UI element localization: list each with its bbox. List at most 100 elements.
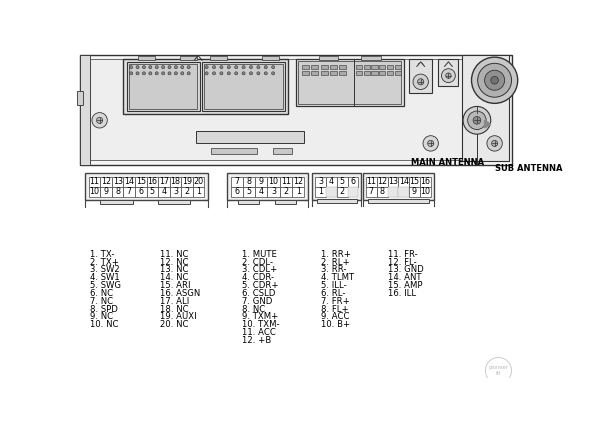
Circle shape [136,65,139,69]
Text: 1. TX-: 1. TX- [91,249,115,259]
Bar [302,71,309,75]
Bar [395,71,401,75]
Circle shape [242,72,245,75]
Text: 4: 4 [161,187,166,196]
Text: 17: 17 [159,177,169,186]
Circle shape [418,79,424,85]
Bar [298,61,401,104]
Bar [409,187,420,196]
Bar [320,71,328,75]
Circle shape [478,63,512,97]
Circle shape [491,76,499,84]
Bar [387,71,393,75]
Text: 3. SW2: 3. SW2 [91,265,120,275]
Bar [363,173,434,200]
Text: 18. NC: 18. NC [160,305,188,314]
Text: 2. CDL-: 2. CDL- [242,258,273,266]
Bar [210,56,227,60]
Bar [311,71,318,75]
Bar [230,176,243,187]
Text: 7: 7 [127,187,132,196]
Circle shape [212,72,215,75]
Bar [337,176,347,187]
Text: 5: 5 [150,187,155,196]
Circle shape [413,74,428,90]
Text: 16: 16 [421,177,430,186]
Bar [80,55,512,165]
Bar [339,65,346,69]
Text: 2: 2 [184,187,190,196]
Text: 5. SWG: 5. SWG [91,281,121,290]
Text: MAIN ANTENNA: MAIN ANTENNA [412,158,485,167]
Bar [129,64,197,109]
Bar [202,62,285,111]
Bar [238,200,259,204]
Circle shape [168,72,171,75]
Text: 5: 5 [340,177,345,186]
Text: 6: 6 [138,187,143,196]
Text: 11. ACC: 11. ACC [242,328,276,337]
Bar [112,187,124,196]
Circle shape [212,65,215,69]
Text: 1: 1 [296,187,301,196]
Bar [268,176,280,187]
Text: 2. RL+: 2. RL+ [322,258,350,266]
Bar [377,187,388,196]
Bar [315,176,326,187]
Circle shape [187,65,190,69]
Bar [292,176,304,187]
Circle shape [155,72,158,75]
Circle shape [161,72,164,75]
Polygon shape [485,120,491,128]
Bar [387,65,393,69]
Text: 1: 1 [196,187,201,196]
Text: 18: 18 [170,177,181,186]
Text: 4. SW1: 4. SW1 [91,273,120,282]
Circle shape [272,65,275,69]
Circle shape [175,65,178,69]
Text: 14. ANT: 14. ANT [388,273,422,282]
Bar [296,59,404,106]
Text: 8. NC: 8. NC [242,305,265,314]
Bar [366,176,377,187]
Circle shape [250,72,253,75]
Text: 5: 5 [247,187,251,196]
Text: 10: 10 [89,187,100,196]
Text: 8. FL+: 8. FL+ [322,305,349,314]
Circle shape [487,136,502,151]
Circle shape [264,65,268,69]
Text: 15: 15 [409,177,419,186]
Bar [364,65,370,69]
Bar [361,57,380,60]
Text: 6. NC: 6. NC [91,289,113,298]
Circle shape [485,70,505,90]
Text: 9. ACC: 9. ACC [322,312,350,321]
Text: 7. FR+: 7. FR+ [322,297,350,306]
Bar [158,187,170,196]
Circle shape [97,117,103,123]
Bar [347,176,358,187]
Bar [280,187,292,196]
Bar [193,187,205,196]
Text: 12. FL-: 12. FL- [388,258,417,266]
Text: 3. RR-: 3. RR- [322,265,347,275]
Bar [205,64,283,109]
Text: 2. TX+: 2. TX+ [91,258,119,266]
Bar [196,131,304,143]
Circle shape [272,72,275,75]
Text: 17. ALI: 17. ALI [160,297,189,306]
Bar [158,176,170,187]
Bar [356,71,362,75]
Circle shape [227,65,230,69]
Text: 8: 8 [380,187,385,196]
Bar [379,65,385,69]
Text: 2: 2 [340,187,345,196]
Text: 8: 8 [247,177,251,186]
Bar [123,59,288,114]
Bar [420,187,431,196]
Bar [339,71,346,75]
Circle shape [250,65,253,69]
Text: 9. TXM+: 9. TXM+ [242,312,278,321]
Circle shape [155,65,158,69]
Bar [368,199,429,204]
